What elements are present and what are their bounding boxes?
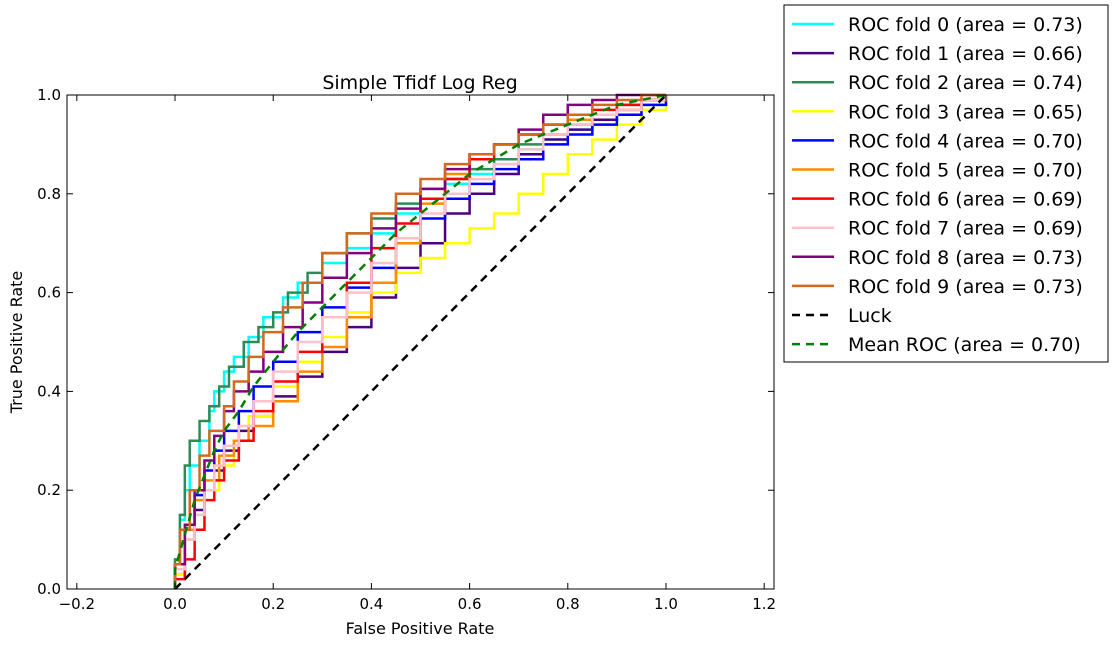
x-tick-label: 0.4 <box>359 595 383 613</box>
legend-label: ROC fold 6 (area = 0.69) <box>848 189 1083 211</box>
y-tick-label: 0.2 <box>37 481 61 499</box>
x-axis-label: False Positive Rate <box>346 619 495 638</box>
plot-frame <box>66 94 775 590</box>
series-line-3 <box>173 95 668 589</box>
series-line-10 <box>174 94 667 590</box>
legend-box <box>783 4 1109 363</box>
y-tick-label: 0.6 <box>37 284 61 302</box>
legend-label: ROC fold 0 (area = 0.73) <box>848 14 1083 36</box>
x-tick-label: 0.0 <box>163 595 187 613</box>
series-line-8 <box>173 93 666 589</box>
series-line-7 <box>173 95 668 589</box>
legend-label: ROC fold 8 (area = 0.73) <box>848 247 1083 269</box>
legend-label: ROC fold 9 (area = 0.73) <box>848 276 1083 298</box>
legend-label: Mean ROC (area = 0.70) <box>848 334 1081 356</box>
y-axis-label: True Positive Rate <box>7 271 26 415</box>
chart-title: Simple Tfidf Log Reg <box>322 72 517 94</box>
legend-label: Luck <box>848 305 892 327</box>
x-tick-label: 0.6 <box>458 595 482 613</box>
plot-lines <box>173 93 668 590</box>
legend-label: ROC fold 7 (area = 0.69) <box>848 218 1083 240</box>
legend-label: ROC fold 2 (area = 0.74) <box>848 72 1083 94</box>
legend-label: ROC fold 3 (area = 0.65) <box>848 101 1083 123</box>
x-tick-label: 1.0 <box>654 595 678 613</box>
x-tick-label: 0.2 <box>261 595 285 613</box>
x-axis: −0.2 0.0 0.2 0.4 0.6 0.8 1.0 1.2 <box>59 95 776 613</box>
legend-label: ROC fold 4 (area = 0.70) <box>848 130 1083 152</box>
y-tick-label: 1.0 <box>37 86 61 104</box>
series-line-11 <box>173 93 667 589</box>
y-tick-label: 0.4 <box>37 382 61 400</box>
x-tick-label: 1.2 <box>752 595 776 613</box>
legend-label: ROC fold 1 (area = 0.66) <box>848 43 1083 65</box>
x-tick-label: 0.8 <box>556 595 580 613</box>
series-line-9 <box>173 93 666 589</box>
x-tick-label: −0.2 <box>59 595 95 613</box>
y-axis: 0.0 0.2 0.4 0.6 0.8 1.0 <box>37 86 774 598</box>
y-tick-label: 0.8 <box>37 185 61 203</box>
legend: ROC fold 0 (area = 0.73) ROC fold 1 (area… <box>783 4 1109 363</box>
y-tick-label: 0.0 <box>37 580 61 598</box>
legend-label: ROC fold 5 (area = 0.70) <box>848 160 1083 182</box>
